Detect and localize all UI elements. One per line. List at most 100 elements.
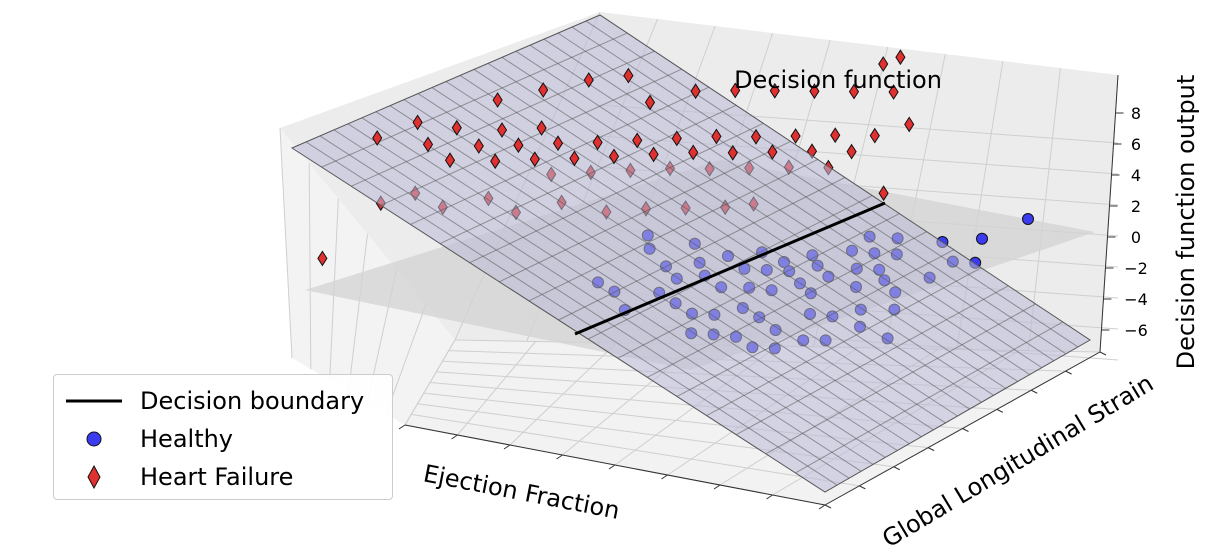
heart-failure-point — [878, 185, 889, 202]
heart-failure-point — [848, 83, 860, 100]
heart-failure-point — [730, 82, 741, 99]
heart-failure-point — [690, 83, 701, 100]
legend-item-decision-boundary: Decision boundary — [54, 383, 392, 417]
legend-item-healthy: Healthy — [54, 421, 392, 455]
axis-ticks: −6 −4 −2 0 2 4 6 8 — [398, 74, 1148, 510]
legend-circle-icon — [86, 431, 102, 447]
heart-failure-point — [888, 84, 899, 100]
y-tick — [1065, 370, 1072, 375]
heart-failure-point — [592, 134, 603, 151]
decision-boundary-line — [574, 201, 886, 336]
heart-failure-point — [750, 128, 762, 145]
z-tick-label: 6 — [1131, 135, 1141, 154]
heart-failure-point — [496, 122, 508, 138]
z-tick-label: −4 — [1124, 290, 1148, 309]
x-axis-label: Ejection Fraction — [421, 459, 622, 524]
heart-failure-point — [422, 136, 434, 153]
x-tick — [713, 484, 721, 490]
surface-mesh-line — [795, 321, 1064, 474]
surface-mesh-line — [499, 140, 791, 283]
grid-line — [348, 233, 368, 392]
healthy-point — [976, 232, 988, 245]
heart-failure-point — [583, 72, 594, 88]
x-tick — [451, 434, 458, 440]
heart-failure-point — [490, 153, 501, 170]
surface-mesh-line — [380, 68, 682, 206]
heart-failure-point — [767, 144, 778, 160]
heart-failure-point — [473, 138, 484, 154]
y-axis-line — [824, 351, 1101, 506]
y-tick — [859, 485, 866, 490]
y-tick — [824, 504, 832, 509]
heart-failure-point — [809, 83, 820, 100]
heart-failure-point — [878, 56, 889, 72]
decision-surface — [290, 14, 1091, 493]
heart-failure-point — [648, 146, 659, 163]
heart-failure-point — [317, 250, 328, 267]
legend-line-icon — [66, 399, 122, 403]
heart-failure-point — [552, 135, 564, 152]
heart-failure-point — [895, 49, 906, 66]
legend-label-healthy: Healthy — [140, 425, 234, 453]
surface-mesh-line — [735, 285, 1009, 436]
heart-failure-point — [904, 116, 915, 133]
grid-line — [308, 163, 312, 370]
z-tick-label: 0 — [1131, 228, 1141, 247]
x-axis-line — [404, 424, 826, 506]
heart-failure-point — [529, 151, 540, 168]
y-tick — [996, 408, 1004, 413]
surface-mesh-line — [617, 213, 900, 359]
surface-mesh-line — [706, 267, 982, 416]
healthy-point — [1022, 213, 1034, 225]
x-tick — [503, 444, 511, 450]
heart-failure-point — [688, 144, 699, 161]
points-front-layer — [372, 49, 915, 170]
surface-mesh-line — [351, 50, 655, 187]
heart-failure-point — [830, 127, 841, 144]
heart-failure-point — [444, 152, 456, 169]
heart-failure-point — [538, 82, 549, 98]
heart-failure-point — [790, 128, 801, 144]
x-tick — [818, 504, 826, 510]
heart-failure-point — [623, 67, 634, 84]
legend-label-decision-boundary: Decision boundary — [140, 387, 365, 415]
heart-failure-point — [569, 150, 580, 167]
x-tick — [766, 494, 773, 500]
legend-diamond-icon — [87, 465, 101, 489]
heart-failure-point — [372, 130, 383, 146]
legend: Decision boundary Healthy Heart Failure — [53, 374, 393, 500]
legend-label-heart-failure: Heart Failure — [140, 463, 294, 491]
surface-mesh-line — [410, 86, 710, 225]
chart-title: Decision function — [734, 66, 942, 94]
surface-mesh-line — [439, 104, 737, 245]
heart-failure-point — [412, 114, 423, 131]
surface-mesh-line — [469, 122, 764, 264]
heart-failure-point — [632, 132, 643, 149]
x-tick — [661, 474, 668, 480]
z-tick-label: 2 — [1131, 197, 1141, 216]
y-tick — [893, 466, 900, 471]
z-tick-label: 4 — [1131, 166, 1141, 185]
heart-failure-point — [536, 120, 547, 136]
z-axis-line — [1099, 74, 1119, 353]
surface-mesh-line — [558, 177, 846, 321]
grid-line — [279, 127, 293, 359]
y-tick — [1031, 389, 1038, 394]
y-tick — [1099, 351, 1107, 356]
heart-failure-point — [711, 128, 722, 145]
z-tick-label: −6 — [1124, 321, 1148, 340]
heart-failure-point — [846, 143, 857, 160]
heart-failure-point — [492, 92, 503, 108]
z-axis-label: Decision function output — [1172, 75, 1200, 370]
z-tick-label: −2 — [1124, 259, 1148, 278]
x-tick — [398, 424, 406, 430]
y-tick — [927, 447, 935, 452]
heart-failure-point — [608, 148, 620, 165]
surface-mesh-line — [321, 32, 628, 168]
x-tick — [556, 454, 563, 460]
surface-mesh-line — [765, 303, 1036, 455]
heart-failure-point — [869, 127, 880, 144]
heart-failure-point — [644, 94, 656, 111]
